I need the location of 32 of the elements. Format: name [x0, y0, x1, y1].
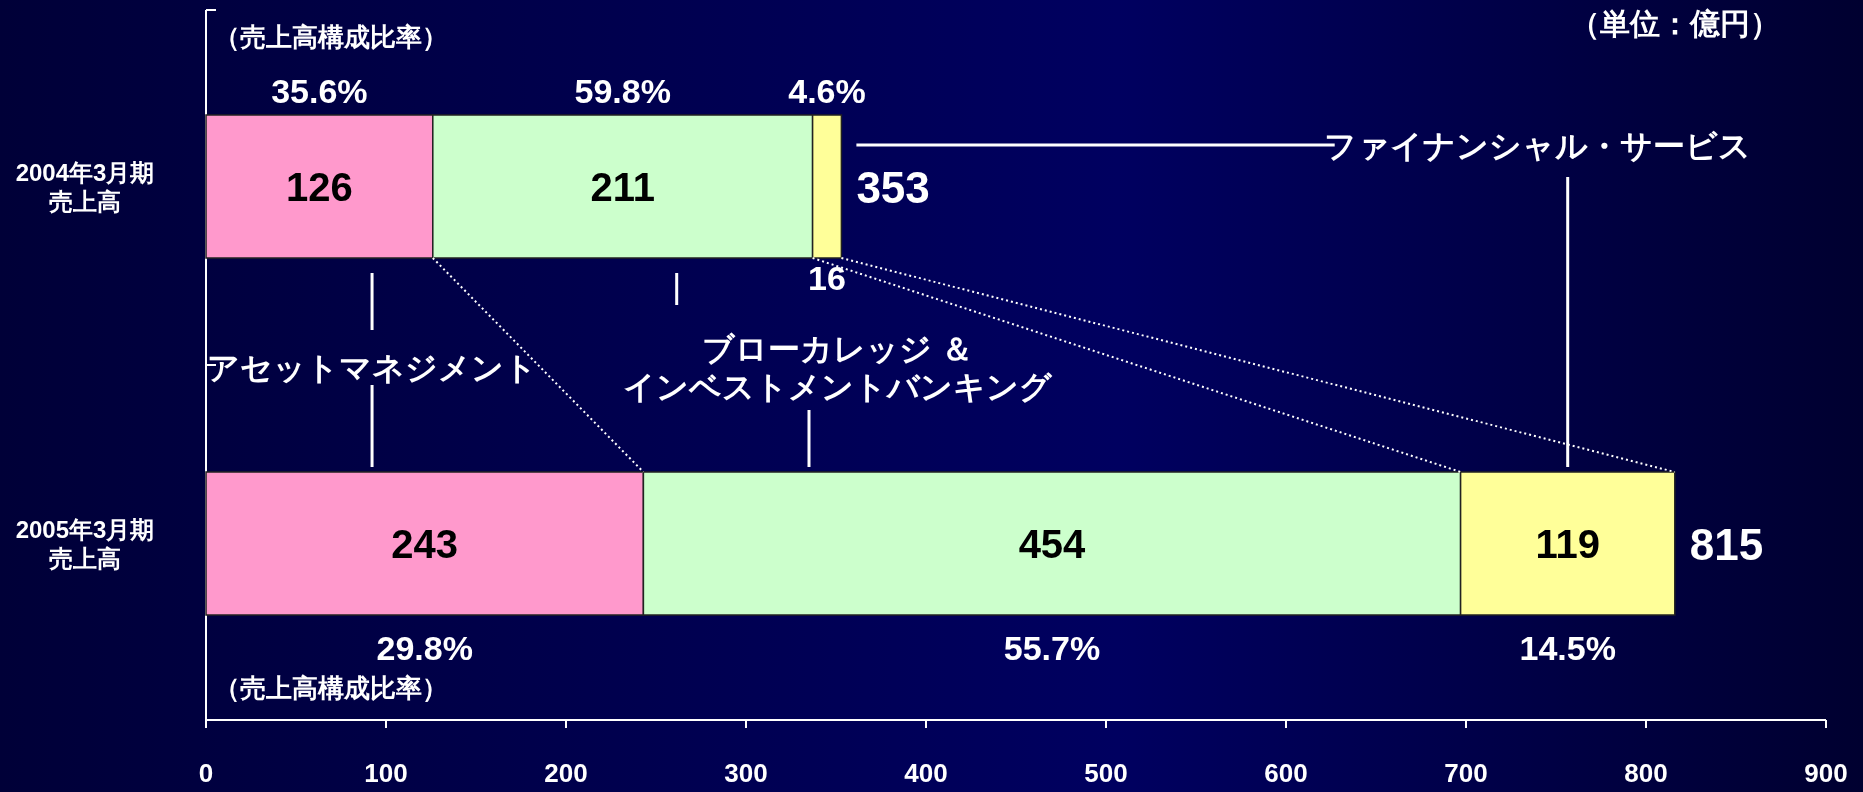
data-label: 126	[286, 164, 353, 209]
data-label: 211	[590, 164, 655, 209]
text: アセットマネジメント	[207, 350, 538, 386]
x-tick-label: 500	[1084, 758, 1128, 788]
y-tick-label: 2004年3月期売上高	[15, 159, 155, 215]
text: ブローカレッジ ＆インベストメントバンキング	[622, 330, 1053, 406]
y-tick-label: 2005年3月期売上高	[15, 516, 155, 572]
total-label: 353	[856, 162, 930, 212]
x-tick-label: 700	[1444, 758, 1488, 788]
annotation: （単位：億円）	[1570, 7, 1780, 40]
data-label: 454	[1018, 521, 1087, 566]
x-tick-label: 0	[198, 758, 214, 788]
data-label: 243	[391, 521, 459, 566]
x-tick-label: 300	[724, 758, 768, 788]
x-tick-label: 900	[1804, 758, 1848, 788]
x-tick-label: 800	[1624, 758, 1668, 788]
annotation: 4.6%	[788, 72, 866, 110]
annotation: 29.8%	[376, 629, 473, 667]
annotation: （売上高構成比率）	[214, 22, 448, 52]
annotation: （売上高構成比率）	[214, 673, 448, 703]
x-tick-label: 600	[1264, 758, 1308, 788]
annotation: 59.8%	[574, 72, 671, 110]
annotation: 55.7%	[1003, 629, 1101, 667]
annotation: 14.5%	[1519, 629, 1616, 667]
x-tick-label: 400	[904, 758, 948, 788]
annotation: 35.6%	[271, 72, 368, 110]
total-label: 815	[1689, 519, 1764, 569]
text: ファイナンシャル・サービス	[1324, 128, 1752, 164]
x-tick-label: 100	[364, 758, 408, 788]
x-tick-label: 200	[544, 758, 588, 788]
data-label: 119	[1535, 521, 1600, 566]
data-label: 16	[808, 259, 846, 297]
